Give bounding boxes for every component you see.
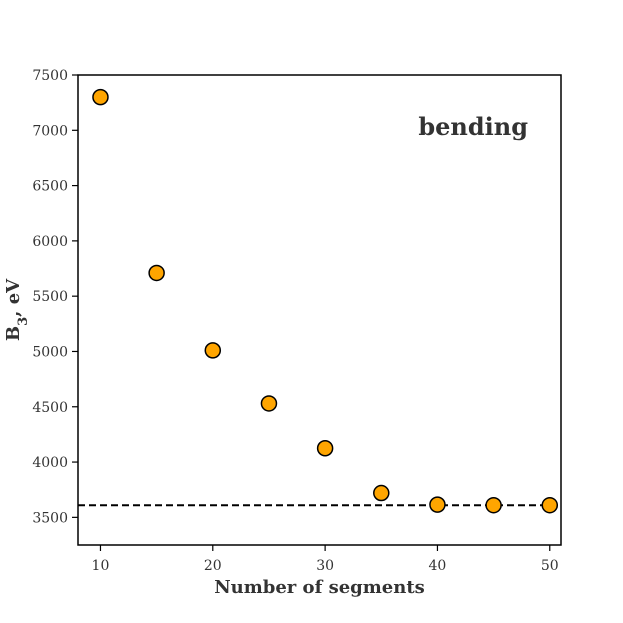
y-axis-label-unit: , eV — [3, 278, 24, 317]
y-axis-ticks: 3500 4000 4500 5000 5500 6000 6500 7000 7500 — [32, 68, 78, 526]
y-tick-label: 6000 — [32, 234, 68, 250]
y-axis-label-subscript: 3 — [16, 317, 31, 326]
y-axis-label-main: B — [3, 326, 24, 341]
y-tick-label: 3500 — [32, 510, 68, 526]
data-point — [92, 88, 109, 106]
y-tick-label: 4500 — [32, 400, 68, 416]
chart-annotation: bending — [418, 112, 528, 141]
y-tick-label: 5500 — [32, 289, 68, 305]
x-tick-label: 30 — [316, 558, 334, 574]
y-tick-label: 4000 — [32, 455, 68, 471]
y-tick-label: 7000 — [32, 123, 68, 139]
data-point — [429, 496, 446, 513]
x-tick-label: 20 — [204, 558, 222, 574]
y-tick-label: 6500 — [32, 179, 68, 195]
x-tick-label: 50 — [541, 558, 559, 574]
data-point — [485, 496, 502, 514]
data-point — [541, 496, 559, 514]
x-axis-ticks: 10 20 30 40 50 — [92, 545, 559, 574]
data-point — [148, 264, 165, 282]
data-point — [260, 395, 278, 412]
y-tick-label: 5000 — [32, 344, 68, 360]
data-point — [373, 484, 390, 502]
data-points-layer — [92, 88, 559, 514]
y-axis-label: B3, eV — [3, 278, 31, 341]
x-tick-label: 40 — [429, 558, 447, 574]
data-point — [204, 342, 222, 359]
x-tick-label: 10 — [92, 558, 110, 574]
plot-frame — [77, 74, 562, 546]
y-tick-label: 7500 — [32, 68, 68, 84]
data-point — [316, 439, 334, 457]
x-axis-label: Number of segments — [214, 577, 425, 598]
